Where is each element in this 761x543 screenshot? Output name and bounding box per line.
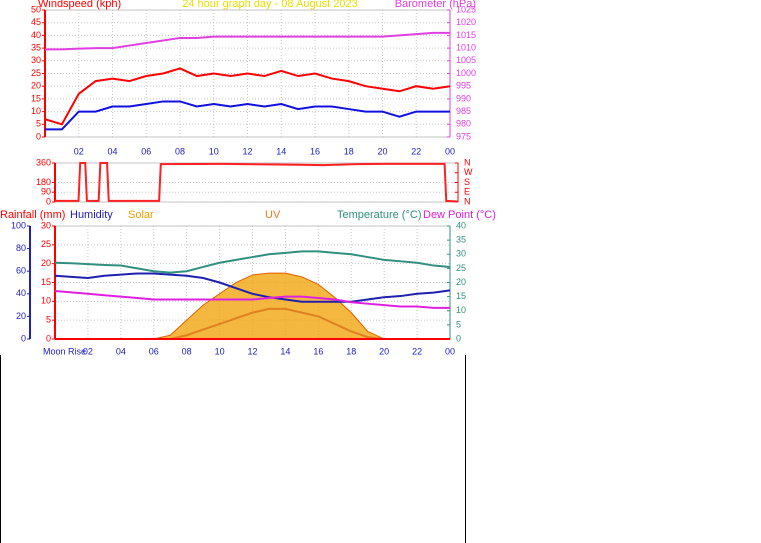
y3-tick-label: 40 xyxy=(16,288,26,298)
y-tick-label: 30 xyxy=(41,220,51,230)
x-tick-label: 08 xyxy=(175,146,185,156)
y-tick-label: 0 xyxy=(36,131,41,141)
y2-tick-label: 30 xyxy=(456,249,466,259)
y2-tick-label: 40 xyxy=(456,220,466,230)
y-tick-label: 15 xyxy=(41,277,51,287)
y2-tick-label: E xyxy=(464,187,470,197)
line xyxy=(55,162,459,203)
y-tick-label: 40 xyxy=(31,30,41,40)
y2-tick-label: 1015 xyxy=(456,30,476,40)
y2-tick-label: W xyxy=(464,167,473,177)
y2-axis-label: Barometer (hPa) xyxy=(395,0,476,10)
legend-label: Temperature (°C) xyxy=(337,209,421,221)
x-tick-label: 10 xyxy=(209,146,219,156)
y-tick-label: 90 xyxy=(41,187,51,197)
x-tick-label: 16 xyxy=(313,346,323,356)
y2-tick-label: N xyxy=(464,196,471,206)
line xyxy=(45,100,450,131)
line xyxy=(54,289,450,309)
legend-label: Solar xyxy=(128,209,154,221)
x-tick-label: 10 xyxy=(215,346,225,356)
x-tick-label: 18 xyxy=(346,346,356,356)
x-tick-label: 20 xyxy=(377,146,387,156)
line xyxy=(45,31,450,51)
x-tick-label: 00 xyxy=(445,346,455,356)
y2-tick-label: N xyxy=(464,157,471,167)
x-tick-label: 14 xyxy=(276,146,286,156)
y-tick-label: 180 xyxy=(36,177,51,187)
x-tick-label: 16 xyxy=(310,146,320,156)
x-tick-label: 06 xyxy=(141,146,151,156)
y2-tick-label: 995 xyxy=(456,81,471,91)
y-tick-label: 15 xyxy=(31,93,41,103)
y2-tick-label: 980 xyxy=(456,119,471,129)
x-tick-label: 22 xyxy=(411,146,421,156)
x-tick-label: 04 xyxy=(107,146,117,156)
y-tick-label: 10 xyxy=(31,106,41,116)
y-tick-label: 5 xyxy=(46,315,51,325)
x-tick-label: 08 xyxy=(182,346,192,356)
y2-tick-label: 1020 xyxy=(456,17,476,27)
y3-tick-label: 80 xyxy=(16,243,26,253)
legend-label: UV xyxy=(265,209,281,221)
y2-tick-label: 20 xyxy=(456,277,466,287)
y2-tick-label: 35 xyxy=(456,235,466,245)
line xyxy=(44,67,451,126)
y2-tick-label: 15 xyxy=(456,291,466,301)
y-tick-label: 10 xyxy=(41,296,51,306)
y-tick-label: 5 xyxy=(36,119,41,129)
y2-tick-label: 25 xyxy=(456,263,466,273)
y2-tick-label: 1000 xyxy=(456,68,476,78)
legend-label: Dew Point (°C) xyxy=(423,209,496,221)
y2-tick-label: 10 xyxy=(456,305,466,315)
y-axis-label: Windspeed (kph) xyxy=(38,0,121,10)
x-tick-label: 22 xyxy=(412,346,422,356)
y-tick-label: 20 xyxy=(31,81,41,91)
y-tick-label: 20 xyxy=(41,258,51,268)
y-tick-label: 0 xyxy=(46,196,51,206)
x-tick-label: 12 xyxy=(247,346,257,356)
y2-tick-label: 5 xyxy=(456,319,461,329)
y-tick-label: 25 xyxy=(31,68,41,78)
y3-tick-label: 0 xyxy=(21,333,26,343)
x-tick-label: 02 xyxy=(74,146,84,156)
line xyxy=(54,272,451,303)
y2-tick-label: S xyxy=(464,177,470,187)
y-tick-label: 0 xyxy=(46,333,51,343)
y-tick-label: 50 xyxy=(31,4,41,14)
y-tick-label: 25 xyxy=(41,239,51,249)
y2-tick-label: 0 xyxy=(456,333,461,343)
x-tick-label: 14 xyxy=(280,346,290,356)
x-tick-label: 06 xyxy=(149,346,159,356)
x-tick-label: 02 xyxy=(83,346,93,356)
y-tick-label: 45 xyxy=(31,17,41,27)
legend-label: Humidity xyxy=(70,209,113,221)
y-tick-label: 35 xyxy=(31,42,41,52)
y3-tick-label: 60 xyxy=(16,266,26,276)
y2-tick-label: 990 xyxy=(456,93,471,103)
y-tick-label: 30 xyxy=(31,55,41,65)
x-tick-label: 20 xyxy=(379,346,389,356)
y2-tick-label: 1010 xyxy=(456,42,476,52)
y3-tick-label: 100 xyxy=(11,220,26,230)
x-tick-label: 12 xyxy=(242,146,252,156)
y-tick-label: 360 xyxy=(36,157,51,167)
y2-tick-label: 975 xyxy=(456,131,471,141)
y3-tick-label: 20 xyxy=(16,311,26,321)
chart-title: 24 hour graph day - 08 August 2023 xyxy=(182,0,358,10)
legend-label: Rainfall (mm) xyxy=(0,209,65,221)
y2-tick-label: 1025 xyxy=(456,4,476,14)
x-tick-label: 18 xyxy=(344,146,354,156)
y2-tick-label: 1005 xyxy=(456,55,476,65)
y2-tick-label: 985 xyxy=(456,106,471,116)
annotation: Moon Rise xyxy=(43,346,86,356)
x-tick-label: 04 xyxy=(116,346,126,356)
x-tick-label: 00 xyxy=(445,146,455,156)
line xyxy=(54,250,451,274)
